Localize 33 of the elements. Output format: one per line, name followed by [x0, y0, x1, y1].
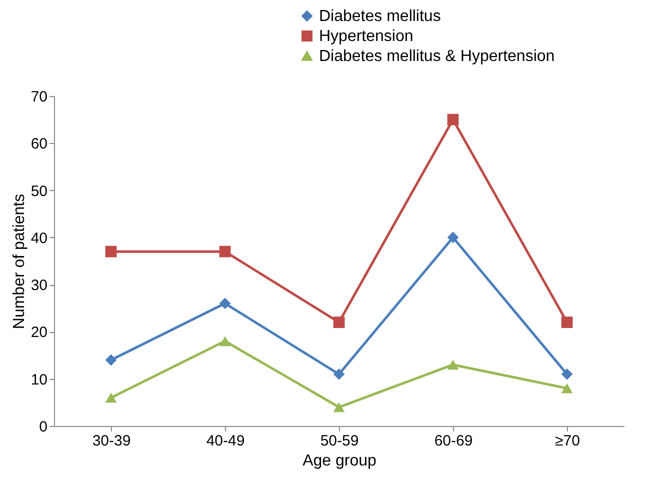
point — [333, 368, 345, 380]
y-tick-label: 30 — [30, 277, 48, 294]
point — [561, 383, 573, 394]
point — [219, 298, 231, 310]
y-tick-label: 50 — [30, 182, 48, 200]
x-tick-label: 50-59 — [320, 432, 359, 450]
legend-label: Hypertension — [319, 28, 414, 45]
point — [447, 232, 459, 244]
point — [105, 392, 117, 403]
point — [105, 354, 117, 366]
x-tick-label: 40-49 — [206, 432, 245, 450]
y-tick-label: 20 — [30, 324, 48, 342]
x-tick-label: ≥70 — [555, 432, 580, 450]
y-tick-label: 40 — [30, 230, 48, 247]
y-tick-label: 10 — [30, 371, 48, 388]
point — [333, 316, 345, 328]
y-tick-label: 70 — [30, 88, 48, 106]
point — [561, 368, 573, 380]
legend-label: Diabetes mellitus & Hypertension — [319, 48, 555, 65]
point — [447, 114, 459, 126]
point — [219, 246, 231, 258]
point — [333, 402, 345, 412]
x-tick-label: 60-69 — [434, 432, 473, 450]
point — [447, 360, 459, 370]
point — [561, 316, 573, 328]
y-tick-label: 0 — [39, 418, 48, 436]
point — [219, 336, 231, 346]
y-axis-title: Number of patients — [10, 194, 28, 330]
x-tick-label: 30-39 — [92, 432, 131, 450]
point — [105, 246, 117, 258]
y-tick-label: 60 — [30, 136, 48, 153]
x-axis-title: Age group — [302, 452, 377, 470]
legend-label: Diabetes mellitus — [319, 8, 441, 25]
